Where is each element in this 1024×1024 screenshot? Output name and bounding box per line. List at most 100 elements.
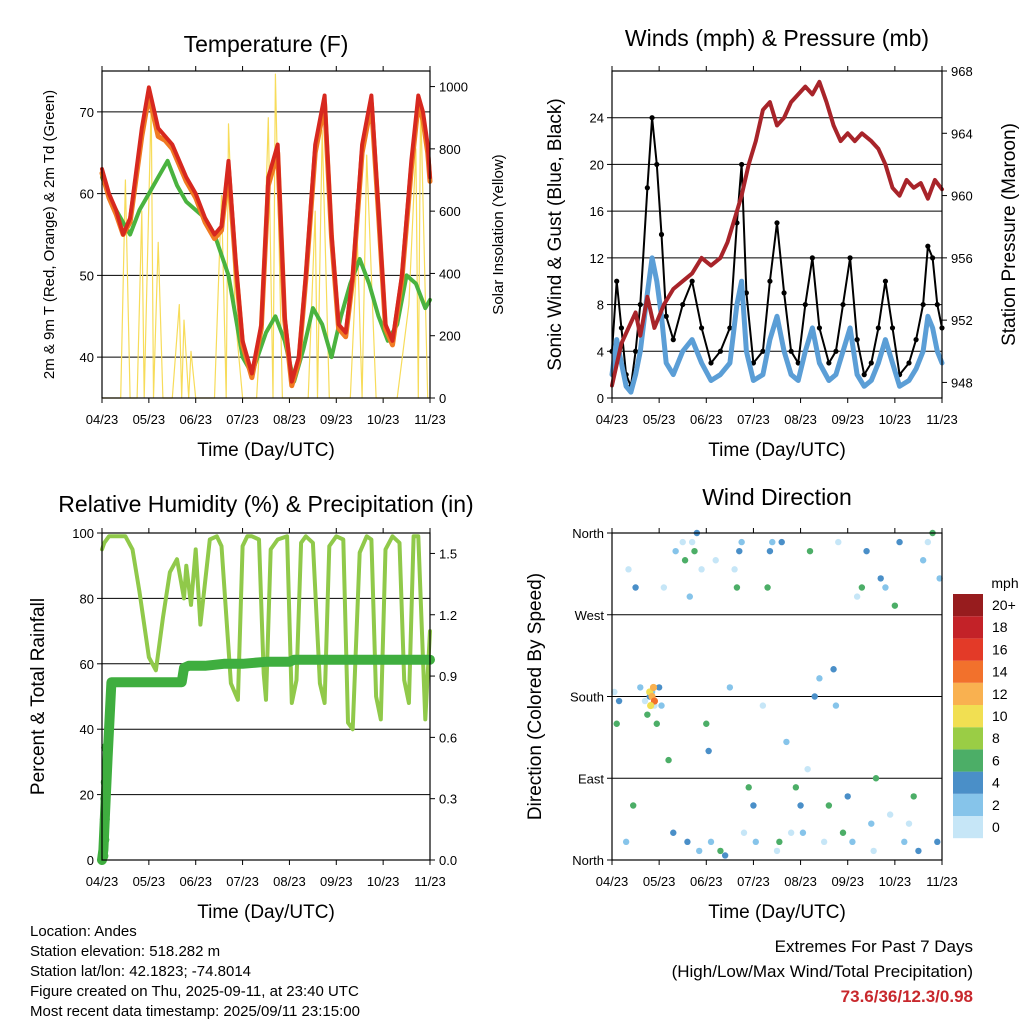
winds-y2tick-label: 956 bbox=[951, 251, 973, 266]
temperature-y2label: Solar Insolation (Yellow) bbox=[490, 154, 507, 314]
rh-xtick-label: 11/23 bbox=[414, 874, 446, 889]
direction-xtick-label: 06/23 bbox=[690, 874, 723, 889]
direction-point bbox=[806, 547, 814, 555]
temperature-ytick-label: 50 bbox=[80, 268, 94, 283]
direction-point bbox=[644, 711, 651, 718]
temperature-series-2m-t bbox=[100, 85, 432, 384]
direction-point bbox=[776, 838, 783, 846]
direction-point bbox=[858, 584, 866, 591]
winds-plot-frame bbox=[611, 70, 943, 399]
direction-xtick-label: 07/23 bbox=[737, 874, 770, 889]
direction-point bbox=[811, 693, 818, 700]
direction-point bbox=[915, 847, 922, 855]
rh-point bbox=[99, 814, 110, 825]
winds-ytick-label: 8 bbox=[597, 298, 604, 313]
direction-point bbox=[688, 538, 696, 546]
colorbar-label: 6 bbox=[992, 752, 1000, 768]
temperature-y2tick-label: 1000 bbox=[439, 80, 468, 95]
direction-point bbox=[870, 847, 877, 855]
temperature-xtick-label: 05/23 bbox=[133, 412, 166, 427]
direction-point bbox=[703, 720, 710, 727]
rh-xtick-label: 09/23 bbox=[320, 874, 353, 889]
direction-point bbox=[686, 593, 693, 600]
direction-point bbox=[797, 802, 804, 809]
winds-point bbox=[809, 255, 815, 261]
winds-xtick-label: 08/23 bbox=[784, 412, 817, 427]
rh-ytick-label: 80 bbox=[80, 591, 94, 606]
rh-point bbox=[100, 793, 111, 804]
winds-xtick-label: 10/23 bbox=[879, 412, 912, 427]
winds-point bbox=[680, 301, 686, 308]
temperature-ytick-label: 40 bbox=[80, 350, 94, 365]
winds-ytick-label: 4 bbox=[597, 344, 604, 359]
winds-point bbox=[663, 313, 669, 319]
colorbar-swatch bbox=[953, 816, 983, 839]
created-text: Figure created on Thu, 2025-09-11, at 23… bbox=[30, 983, 359, 1000]
direction-point bbox=[721, 852, 729, 859]
winds-y2label: Station Pressure (Maroon) bbox=[999, 123, 1020, 346]
direction-point bbox=[868, 820, 875, 827]
direction-point bbox=[745, 784, 752, 791]
winds-point bbox=[618, 325, 625, 331]
temperature-xtick-label: 11/23 bbox=[414, 412, 446, 427]
rh-xtick-label: 08/23 bbox=[273, 874, 306, 889]
colorbar-label: 18 bbox=[992, 619, 1008, 635]
temperature-ylabel: 2m & 9m T (Red, Orange) & 2m Td (Green) bbox=[41, 90, 58, 379]
direction-point bbox=[637, 684, 644, 691]
temperature-xtick-label: 06/23 bbox=[179, 412, 212, 427]
direction-point bbox=[759, 702, 767, 709]
colorbar-label: 4 bbox=[992, 775, 1000, 791]
direction-point bbox=[733, 584, 741, 591]
direction-plot-frame bbox=[611, 532, 943, 861]
rh-y2tick-label: 1.5 bbox=[439, 546, 457, 561]
temperature-y2tick-label: 400 bbox=[439, 266, 461, 281]
temperature-plot-frame bbox=[101, 70, 431, 399]
direction-ytick-label: South bbox=[570, 690, 604, 705]
station-info: Location: Andes Station elevation: 518.2… bbox=[30, 922, 360, 1022]
direction-point bbox=[611, 688, 618, 696]
winds-point bbox=[717, 348, 724, 354]
direction-point bbox=[726, 684, 734, 691]
direction-point bbox=[825, 802, 833, 809]
winds-ytick-label: 24 bbox=[590, 111, 604, 126]
winds-point bbox=[875, 325, 881, 331]
winds-point bbox=[774, 220, 780, 226]
direction-ytick-label: West bbox=[575, 608, 605, 623]
temperature-title: Temperature (F) bbox=[184, 31, 349, 57]
direction-point bbox=[783, 738, 790, 746]
winds-xtick-label: 07/23 bbox=[737, 412, 770, 427]
direction-point bbox=[910, 793, 917, 800]
winds-point bbox=[847, 255, 853, 261]
temperature-y2tick-label: 800 bbox=[439, 142, 461, 157]
winds-point bbox=[637, 301, 643, 308]
direction-point bbox=[717, 847, 724, 855]
direction-point bbox=[736, 547, 743, 555]
winds-point bbox=[889, 325, 896, 331]
direction-point bbox=[778, 538, 785, 546]
direction-point bbox=[835, 538, 842, 546]
winds-point bbox=[795, 360, 801, 366]
winds-point bbox=[614, 278, 620, 284]
winds-point bbox=[708, 360, 714, 366]
winds-point bbox=[750, 360, 757, 366]
direction-point bbox=[849, 838, 856, 846]
extremes-panel: Extremes For Past 7 Days (High/Low/Max W… bbox=[672, 935, 973, 1009]
colorbar-label: 10 bbox=[992, 708, 1008, 724]
rh-point bbox=[100, 777, 111, 788]
direction-point bbox=[625, 566, 632, 573]
winds-series-pressure bbox=[610, 79, 944, 388]
temperature-xtick-label: 07/23 bbox=[226, 412, 259, 427]
direction-xtick-label: 04/23 bbox=[596, 874, 629, 889]
winds-y2tick-label: 964 bbox=[951, 126, 973, 141]
temperature-xtick-label: 04/23 bbox=[86, 412, 119, 427]
direction-point bbox=[764, 584, 771, 591]
direction-point bbox=[886, 811, 894, 818]
colorbar-label: 12 bbox=[992, 686, 1008, 702]
temperature-xlabel: Time (Day/UTC) bbox=[197, 440, 335, 461]
temperature-xtick-label: 10/23 bbox=[367, 412, 400, 427]
direction-point bbox=[901, 838, 908, 846]
colorbar-swatch bbox=[953, 749, 983, 772]
winds-point bbox=[644, 185, 650, 191]
direction-point bbox=[839, 829, 847, 836]
